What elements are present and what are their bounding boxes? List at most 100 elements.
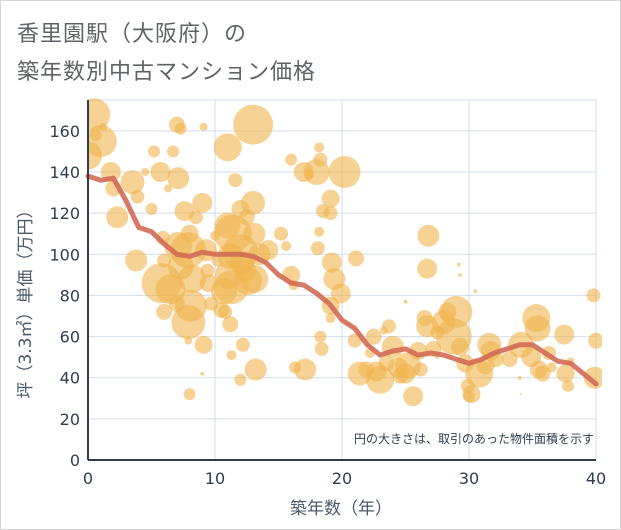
grid-lines: [87, 99, 597, 461]
bubble-point: [234, 373, 247, 386]
bubble-point: [243, 222, 266, 245]
bubble-point: [417, 224, 440, 247]
bubble-point: [244, 358, 267, 381]
bubble-point: [228, 173, 243, 188]
bubble-point: [194, 335, 213, 354]
x-tick-label: 30: [459, 469, 479, 488]
trend-line-layer: [85, 173, 599, 387]
y-tick-label: 60: [60, 328, 80, 347]
bubble-point: [517, 375, 522, 380]
bubble-point: [240, 264, 269, 293]
bubble-point: [456, 262, 461, 267]
bubble-point: [328, 156, 361, 188]
bubble-point: [184, 336, 193, 345]
bubble-point: [88, 98, 111, 131]
bubble-point: [458, 272, 463, 277]
bubble-point: [213, 133, 242, 162]
bubble-point: [258, 240, 279, 261]
x-axis-label: 築年数（年）: [290, 499, 392, 519]
bubble-point: [88, 125, 117, 158]
bubble-point: [241, 190, 266, 215]
bubble-point: [294, 358, 317, 381]
bubble-point: [178, 264, 207, 293]
bubble-point: [314, 142, 325, 153]
bubble-point: [325, 313, 336, 324]
bubble-point: [321, 189, 340, 208]
y-tick-label: 120: [49, 204, 80, 223]
bubble-point: [562, 379, 575, 392]
bubble-point: [200, 371, 205, 376]
bubble-point: [170, 232, 207, 269]
bubble-point: [183, 388, 196, 401]
bubble-point: [534, 365, 551, 382]
y-tick-label: 40: [60, 369, 80, 388]
y-tick-label: 0: [70, 451, 80, 470]
bubble-point: [150, 162, 171, 182]
bubble-point: [347, 333, 362, 348]
chart-title-line-2: 築年数別中古マンション価格: [17, 60, 317, 85]
bubble-point: [199, 122, 208, 131]
x-tick-label: 20: [332, 469, 352, 488]
bubble-point: [588, 332, 602, 349]
size-note: 円の大きさは、取引のあった物件面積を示す: [354, 431, 594, 446]
bubble-point: [285, 153, 298, 166]
bubble-point: [281, 241, 292, 252]
bubble-point: [106, 206, 129, 229]
bubble-point: [365, 328, 382, 345]
bubble-point: [226, 350, 237, 361]
bubble-point: [403, 299, 408, 304]
bubble-point: [330, 283, 351, 304]
x-tick-label: 10: [205, 469, 225, 488]
chart-title-line-1: 香里園駅（大阪府）の: [17, 22, 248, 47]
bubble-point: [235, 337, 250, 352]
bubble-point: [347, 250, 364, 267]
y-tick-label: 20: [60, 410, 80, 429]
bubble-point: [314, 341, 329, 356]
bubble-point: [321, 252, 342, 273]
y-tick-label: 80: [60, 286, 80, 305]
bubble-point: [473, 289, 478, 294]
bubble-point: [218, 304, 233, 319]
bubble-point: [120, 170, 145, 195]
axes-layer: 0 20 40 60 80 100 120 140 160 0 10 20 30 40: [49, 100, 606, 488]
bubble-point: [188, 210, 203, 225]
bubble-point: [200, 263, 215, 278]
y-tick-label: 160: [49, 122, 80, 141]
bubble-point: [440, 295, 473, 328]
bubble-point: [323, 206, 338, 221]
bubble-point: [314, 330, 327, 343]
bubble-point: [462, 385, 481, 404]
bubble-point: [145, 203, 158, 216]
bubble-point: [125, 249, 148, 272]
bubble-point: [89, 128, 102, 141]
bubble-point: [192, 192, 213, 213]
bubble-point: [554, 324, 575, 345]
bubble-point: [148, 145, 161, 158]
bubble-point: [314, 226, 325, 237]
bubble-point: [310, 241, 325, 256]
bubble-point: [313, 152, 328, 167]
bubble-point: [156, 303, 173, 320]
x-tick-label: 40: [586, 469, 606, 488]
bubble-point: [141, 263, 182, 304]
bubble-point: [164, 184, 173, 193]
bubble-point: [167, 167, 190, 190]
bubble-point: [167, 145, 180, 158]
bubble-point: [171, 305, 206, 340]
bubble-point: [520, 393, 523, 396]
bubble-point: [451, 337, 470, 356]
bubble-point: [403, 386, 424, 407]
bubble-point: [366, 365, 395, 394]
bubble-point: [586, 288, 601, 303]
y-tick-label: 100: [49, 245, 80, 264]
bubble-point: [274, 226, 289, 241]
bubble-point: [222, 316, 239, 333]
bubble-point: [141, 168, 150, 176]
bubble-point: [556, 364, 575, 383]
y-tick-label: 140: [49, 163, 80, 182]
bubble-point: [546, 362, 557, 373]
bubble-point: [233, 104, 274, 145]
bubble-point: [417, 258, 438, 279]
bubble-point: [413, 362, 428, 377]
